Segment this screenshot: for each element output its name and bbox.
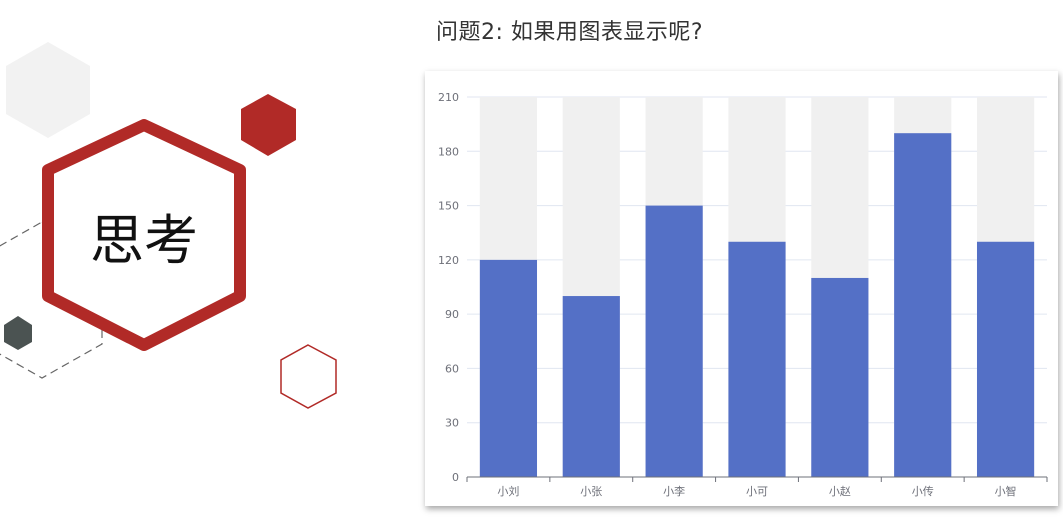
x-tick-label: 小可	[746, 485, 768, 498]
bars	[479, 133, 1035, 478]
y-tick-label: 210	[438, 91, 459, 104]
dark-gray-hexagon	[4, 316, 32, 350]
red-filled-hexagon	[241, 94, 296, 156]
y-tick-label: 30	[445, 417, 459, 430]
bar	[479, 259, 538, 477]
y-tick-label: 150	[438, 200, 459, 213]
x-tick-label: 小传	[912, 485, 934, 498]
chart-panel: 0 30 60 90 120 150 180 210 小刘 小张 小李 小可 小赵 小传 小智	[425, 71, 1058, 506]
axes	[466, 476, 1048, 482]
y-tick-label: 180	[438, 145, 459, 158]
x-tick-label: 小智	[995, 484, 1017, 498]
question-heading: 问题2: 如果用图表显示呢?	[436, 20, 704, 45]
x-tick-label: 小李	[663, 484, 685, 498]
bar	[811, 277, 869, 477]
bar	[645, 205, 703, 478]
x-tick-label: 小赵	[829, 484, 851, 498]
y-tick-label: 0	[452, 471, 459, 484]
light-gray-hexagon	[6, 42, 90, 138]
think-label: 思考	[90, 209, 198, 272]
tick-labels: 0 30 60 90 120 150 180 210 小刘 小张 小李 小可 小赵 小传 小智	[438, 91, 1017, 498]
bar-chart: 0 30 60 90 120 150 180 210 小刘 小张 小李 小可 小赵 小传 小智	[438, 91, 1048, 498]
bar	[728, 241, 786, 477]
x-tick-label: 小刘	[497, 485, 519, 498]
red-outline-hexagon	[280, 344, 337, 409]
bar	[894, 133, 952, 477]
bar	[562, 296, 620, 477]
think-decoration: 思考	[0, 42, 337, 409]
red-hexagon-frame	[42, 119, 246, 351]
bar	[976, 241, 1035, 477]
y-tick-label: 60	[445, 362, 459, 375]
y-tick-label: 120	[438, 254, 459, 267]
x-tick-label: 小张	[580, 485, 602, 498]
y-tick-label: 90	[445, 308, 459, 321]
